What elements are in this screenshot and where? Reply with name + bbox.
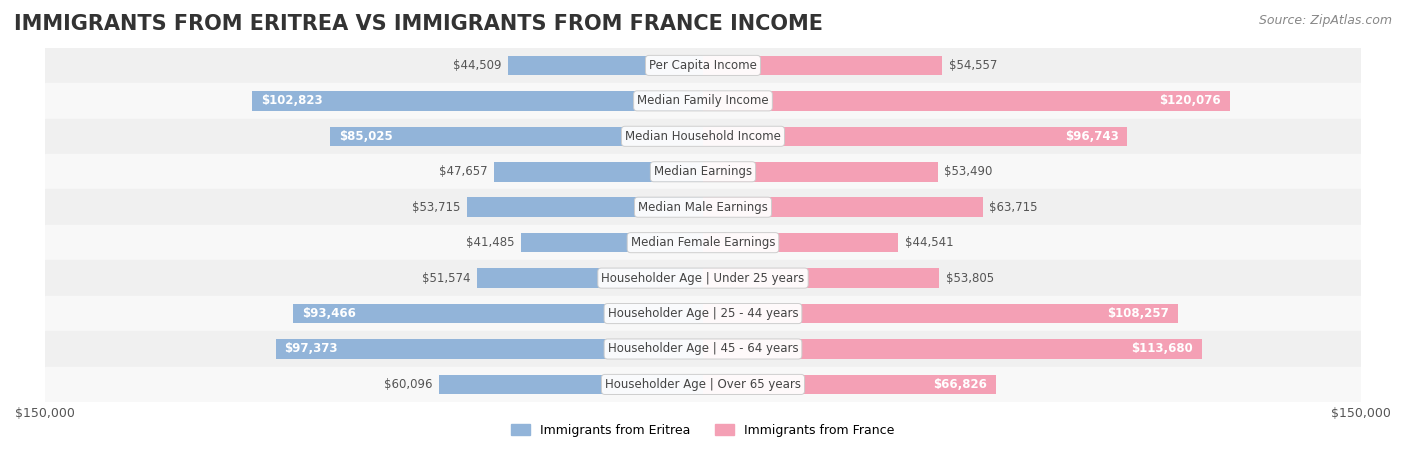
Bar (45, 367, 1361, 402)
Text: $66,826: $66,826 (934, 378, 987, 391)
Bar (45, 48, 1361, 83)
Bar (477, 269, 703, 288)
Bar (45, 83, 1361, 119)
Bar (494, 162, 703, 182)
Text: IMMIGRANTS FROM ERITREA VS IMMIGRANTS FROM FRANCE INCOME: IMMIGRANTS FROM ERITREA VS IMMIGRANTS FR… (14, 14, 823, 34)
Text: Per Capita Income: Per Capita Income (650, 59, 756, 72)
Bar (703, 304, 1178, 323)
Text: $96,743: $96,743 (1064, 130, 1119, 143)
Bar (703, 127, 1128, 146)
Text: Median Family Income: Median Family Income (637, 94, 769, 107)
Bar (45, 225, 1361, 261)
Text: $60,096: $60,096 (384, 378, 433, 391)
Bar (508, 56, 703, 75)
Bar (45, 261, 1361, 296)
Bar (292, 304, 703, 323)
Bar (45, 190, 1361, 225)
Text: Householder Age | Over 65 years: Householder Age | Over 65 years (605, 378, 801, 391)
Bar (330, 127, 703, 146)
Text: $44,509: $44,509 (453, 59, 501, 72)
Text: Householder Age | 25 - 44 years: Householder Age | 25 - 44 years (607, 307, 799, 320)
Text: $102,823: $102,823 (260, 94, 322, 107)
Bar (703, 375, 997, 394)
Bar (703, 339, 1202, 359)
Text: $85,025: $85,025 (339, 130, 392, 143)
Bar (703, 233, 898, 252)
Text: $53,715: $53,715 (412, 201, 461, 214)
Bar (252, 91, 703, 111)
Bar (467, 198, 703, 217)
Legend: Immigrants from Eritrea, Immigrants from France: Immigrants from Eritrea, Immigrants from… (506, 419, 900, 442)
Bar (703, 91, 1230, 111)
Text: $41,485: $41,485 (465, 236, 515, 249)
Text: $97,373: $97,373 (284, 342, 337, 355)
Bar (703, 198, 983, 217)
Text: Source: ZipAtlas.com: Source: ZipAtlas.com (1258, 14, 1392, 27)
Text: $54,557: $54,557 (949, 59, 997, 72)
Bar (45, 296, 1361, 331)
Text: Median Household Income: Median Household Income (626, 130, 780, 143)
Text: $113,680: $113,680 (1132, 342, 1192, 355)
Text: $63,715: $63,715 (988, 201, 1038, 214)
Text: $53,490: $53,490 (945, 165, 993, 178)
Text: $53,805: $53,805 (946, 272, 994, 284)
Text: $51,574: $51,574 (422, 272, 470, 284)
Text: Householder Age | 45 - 64 years: Householder Age | 45 - 64 years (607, 342, 799, 355)
Bar (276, 339, 703, 359)
Bar (703, 56, 942, 75)
Text: Median Male Earnings: Median Male Earnings (638, 201, 768, 214)
Bar (45, 331, 1361, 367)
Text: $44,541: $44,541 (905, 236, 953, 249)
Bar (522, 233, 703, 252)
Bar (703, 162, 938, 182)
Bar (703, 269, 939, 288)
Bar (45, 154, 1361, 190)
Text: Median Female Earnings: Median Female Earnings (631, 236, 775, 249)
Bar (439, 375, 703, 394)
Bar (45, 119, 1361, 154)
Text: $93,466: $93,466 (302, 307, 356, 320)
Text: $108,257: $108,257 (1108, 307, 1170, 320)
Text: Median Earnings: Median Earnings (654, 165, 752, 178)
Text: $47,657: $47,657 (439, 165, 488, 178)
Text: $120,076: $120,076 (1160, 94, 1220, 107)
Text: Householder Age | Under 25 years: Householder Age | Under 25 years (602, 272, 804, 284)
